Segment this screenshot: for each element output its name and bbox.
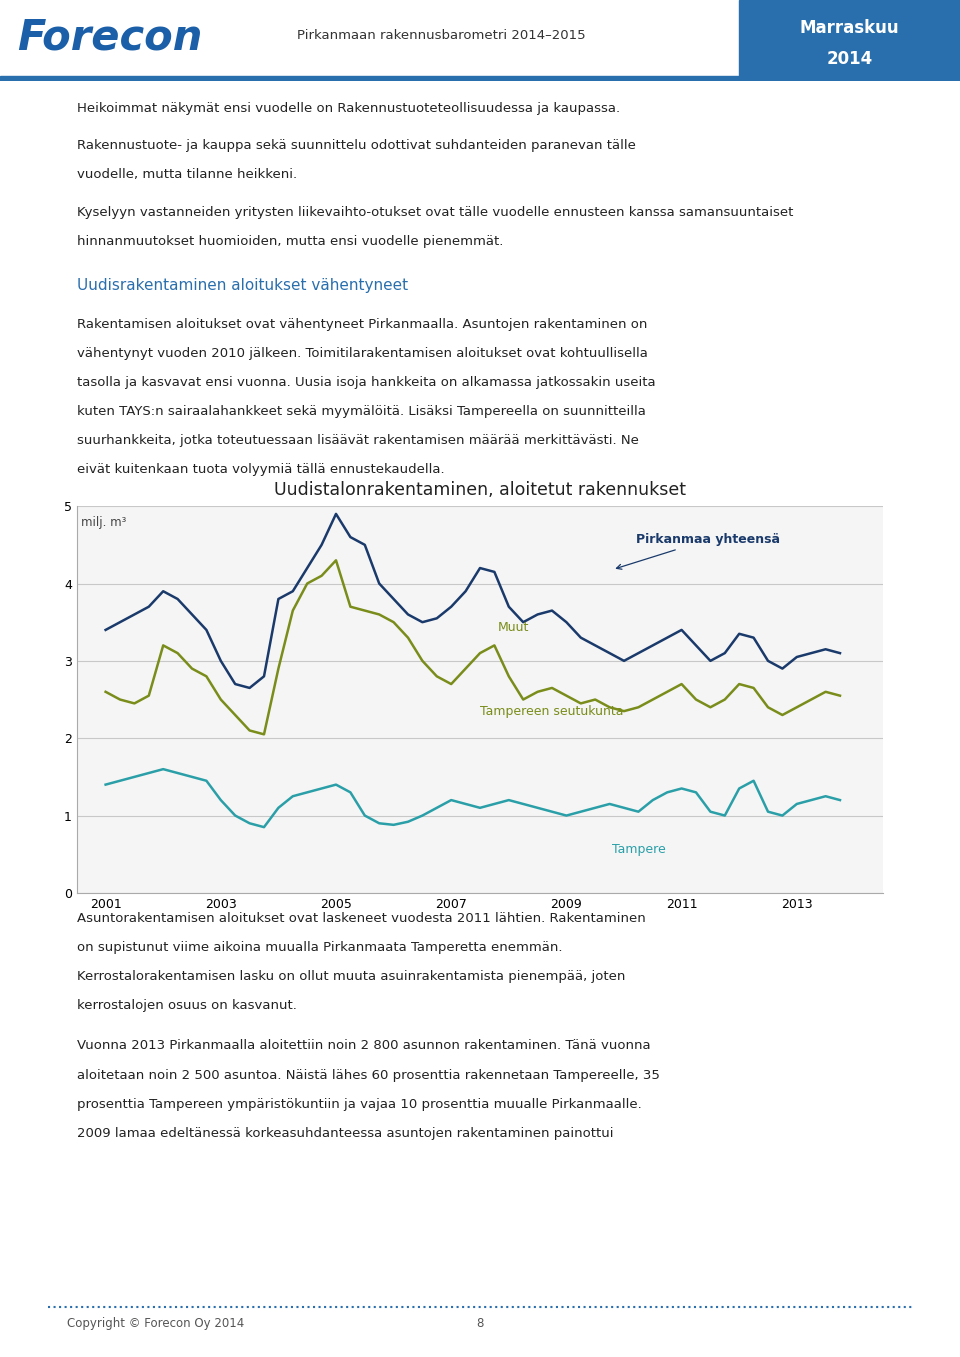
Text: tasolla ja kasvavat ensi vuonna. Uusia isoja hankkeita on alkamassa jatkossakin : tasolla ja kasvavat ensi vuonna. Uusia i… <box>77 376 656 389</box>
Text: 2014: 2014 <box>827 50 873 68</box>
Text: Uudisrakentaminen aloitukset vähentyneet: Uudisrakentaminen aloitukset vähentyneet <box>77 277 408 293</box>
Text: suurhankkeita, jotka toteutuessaan lisäävät rakentamisen määrää merkittävästi. N: suurhankkeita, jotka toteutuessaan lisää… <box>77 434 638 448</box>
Text: Rakennustuote- ja kauppa sekä suunnittelu odottivat suhdanteiden paranevan tälle: Rakennustuote- ja kauppa sekä suunnittel… <box>77 138 636 152</box>
Text: Kerrostalorakentamisen lasku on ollut muuta asuinrakentamista pienempää, joten: Kerrostalorakentamisen lasku on ollut mu… <box>77 970 625 984</box>
Text: Vuonna 2013 Pirkanmaalla aloitettiin noin 2 800 asunnon rakentaminen. Tänä vuonn: Vuonna 2013 Pirkanmaalla aloitettiin noi… <box>77 1039 651 1053</box>
Text: vähentynyt vuoden 2010 jälkeen. Toimitilarakentamisen aloitukset ovat kohtuullis: vähentynyt vuoden 2010 jälkeen. Toimitil… <box>77 346 648 360</box>
Text: Marraskuu: Marraskuu <box>800 19 900 37</box>
Text: Pirkanmaa yhteensä: Pirkanmaa yhteensä <box>616 533 780 569</box>
Text: aloitetaan noin 2 500 asuntoa. Näistä lähes 60 prosenttia rakennetaan Tampereell: aloitetaan noin 2 500 asuntoa. Näistä lä… <box>77 1068 660 1082</box>
Text: Heikoimmat näkymät ensi vuodelle on Rakennustuoteteollisuudessa ja kaupassa.: Heikoimmat näkymät ensi vuodelle on Rake… <box>77 102 620 115</box>
Text: kerrostalojen osuus on kasvanut.: kerrostalojen osuus on kasvanut. <box>77 999 297 1012</box>
Text: 8: 8 <box>476 1316 484 1330</box>
Text: prosenttia Tampereen ympäristökuntiin ja vajaa 10 prosenttia muualle Pirkanmaall: prosenttia Tampereen ympäristökuntiin ja… <box>77 1098 641 1111</box>
Text: Kyselyyn vastanneiden yritysten liikevaihto­otukset ovat tälle vuodelle ennustee: Kyselyyn vastanneiden yritysten liikevai… <box>77 205 793 218</box>
Text: Asuntorakentamisen aloitukset ovat laskeneet vuodesta 2011 lähtien. Rakentaminen: Asuntorakentamisen aloitukset ovat laske… <box>77 912 645 925</box>
Bar <box>0 76 739 81</box>
Text: on supistunut viime aikoina muualla Pirkanmaata Tamperetta enemmän.: on supistunut viime aikoina muualla Pirk… <box>77 940 563 954</box>
Text: milj. m³: milj. m³ <box>81 516 126 529</box>
Title: Uudistalonrakentaminen, aloitetut rakennukset: Uudistalonrakentaminen, aloitetut rakenn… <box>274 480 686 499</box>
Text: kuten TAYS:n sairaalahankkeet sekä myymälöitä. Lisäksi Tampereella on suunnittei: kuten TAYS:n sairaalahankkeet sekä myymä… <box>77 404 646 418</box>
Bar <box>0 0 739 81</box>
Bar <box>739 0 960 81</box>
Text: Pirkanmaan rakennusbarometri 2014–2015: Pirkanmaan rakennusbarometri 2014–2015 <box>298 30 586 42</box>
Text: vuodelle, mutta tilanne heikkeni.: vuodelle, mutta tilanne heikkeni. <box>77 168 297 182</box>
Text: Rakentamisen aloitukset ovat vähentyneet Pirkanmaalla. Asuntojen rakentaminen on: Rakentamisen aloitukset ovat vähentyneet… <box>77 318 647 331</box>
Text: Tampere: Tampere <box>612 843 666 856</box>
Text: Tampereen seutukunta: Tampereen seutukunta <box>480 706 623 718</box>
Text: hinnanmuutokset huomioiden, mutta ensi vuodelle pienemmät.: hinnanmuutokset huomioiden, mutta ensi v… <box>77 235 503 248</box>
Text: Forecon: Forecon <box>17 16 203 58</box>
Text: eivät kuitenkaan tuota volyymiä tällä ennustekaudella.: eivät kuitenkaan tuota volyymiä tällä en… <box>77 463 444 476</box>
Text: Muut: Muut <box>497 622 529 635</box>
Text: 2009 lamaa edeltänessä korkeasuhdanteessa asuntojen rakentaminen painottui: 2009 lamaa edeltänessä korkeasuhdanteess… <box>77 1126 613 1140</box>
Text: Copyright © Forecon Oy 2014: Copyright © Forecon Oy 2014 <box>67 1316 245 1330</box>
